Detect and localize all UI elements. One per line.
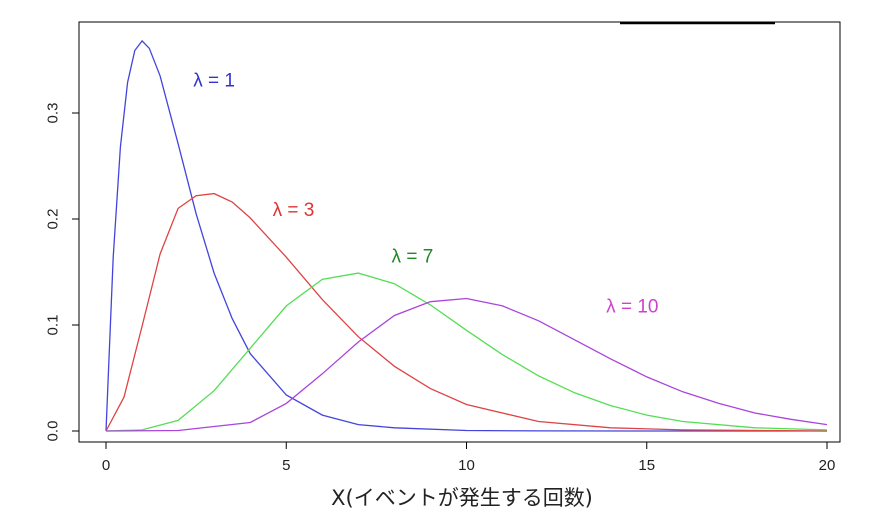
x-tick-label: 10 [458, 457, 475, 474]
y-tick-label: 0.0 [44, 421, 61, 442]
x-tick-label: 5 [282, 457, 290, 474]
x-tick-label: 15 [638, 457, 655, 474]
x-axis: 0 5 10 15 20 [102, 441, 836, 474]
annotation-layer: λ = 1 λ = 3 λ = 7 λ = 10 [193, 71, 658, 318]
series-label-2: λ = 3 [273, 200, 315, 221]
x-tick-label: 20 [819, 457, 836, 474]
x-axis-title: X(イベントが発生する回数) [331, 486, 593, 510]
series-label-4: λ = 10 [606, 296, 658, 317]
series-layer [105, 39, 828, 432]
y-tick-label: 0.3 [44, 103, 61, 124]
y-tick-label: 0.2 [44, 209, 61, 230]
y-tick-label: 0.1 [44, 315, 61, 336]
series-line-2 [105, 192, 828, 432]
series-line-1 [105, 39, 827, 432]
series-label-1: λ = 1 [193, 71, 235, 92]
x-tick-label: 0 [102, 457, 110, 474]
y-axis: 0.0 0.1 0.2 0.3 [44, 103, 80, 442]
series-label-3: λ = 7 [392, 246, 434, 267]
series-line-3 [105, 272, 828, 432]
series-line-4 [105, 297, 828, 432]
